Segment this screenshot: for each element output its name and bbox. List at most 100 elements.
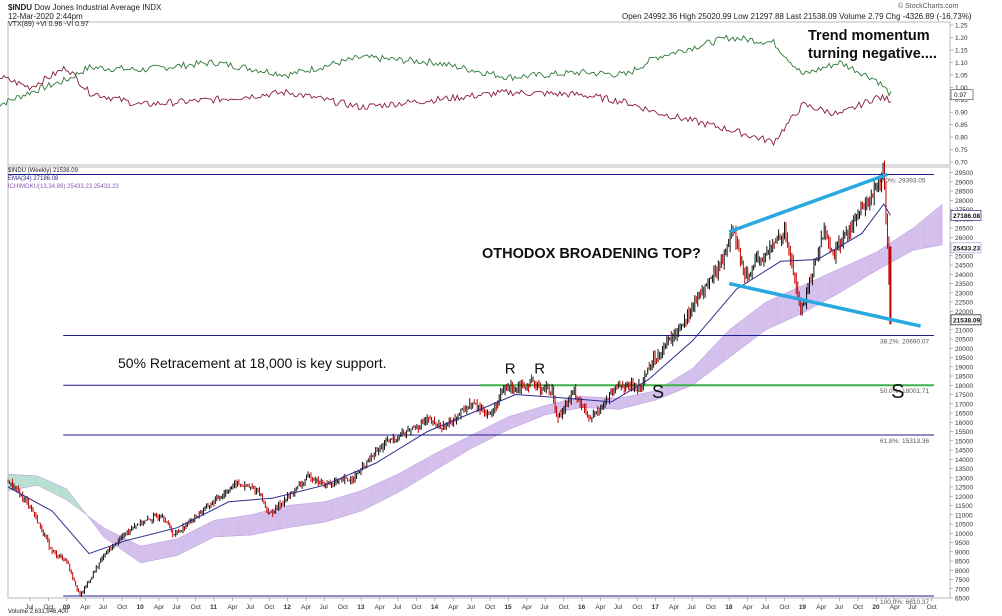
ichimoku-cloud-segment — [201, 525, 205, 544]
ichimoku-cloud-segment — [631, 395, 635, 407]
ichimoku-legend: ICHIMOKU(13,34,89) 25433.23 25433.23 — [8, 184, 119, 190]
ichimoku-cloud-segment — [191, 529, 195, 549]
price-ytick-label: 8500 — [955, 559, 970, 566]
ichimoku-cloud-segment — [179, 536, 183, 555]
price-ytick-label: 24500 — [955, 263, 973, 270]
vortex-ytick-label: 0.75 — [955, 147, 968, 154]
ichimoku-cloud-segment — [304, 503, 308, 526]
ichimoku-cloud-segment — [437, 450, 442, 469]
vortex-last-box — [950, 89, 974, 101]
ichimoku-cloud-segment — [26, 475, 30, 488]
ichimoku-cloud-segment — [899, 235, 903, 259]
ichimoku-cloud-segment — [409, 465, 413, 486]
retracement-annotation: 50% Retracement at 18,000 is key support… — [118, 355, 387, 371]
ichimoku-cloud-segment — [61, 486, 65, 499]
vortex-ytick-label: 1.15 — [955, 47, 968, 54]
ichimoku-cloud-segment — [649, 391, 653, 402]
ichimoku-cloud-segment — [269, 509, 273, 532]
ichimoku-cloud-segment — [637, 393, 641, 405]
ichimoku-cloud-segment — [537, 407, 541, 418]
price-ytick-label: 8000 — [955, 568, 970, 575]
vortex-indicator-panel: 0.70 0.75 0.80 0.85 0.90 0.95 1.00 1.05 1.10 1.15… — [0, 21, 974, 167]
ichimoku-cloud-segment — [624, 396, 628, 408]
ichimoku-cloud-segment — [880, 247, 884, 269]
ichimoku-cloud-segment — [92, 519, 96, 526]
ichimoku-cloud-segment — [36, 475, 40, 486]
ichimoku-cloud-segment — [170, 539, 174, 557]
ichimoku-cloud-segment — [472, 433, 476, 448]
ichimoku-cloud-segment — [154, 542, 158, 560]
price-panel: 6500 7000 7500 8000 8500 9000 9500 10000 10500 11… — [7, 160, 982, 606]
x-tick-label: Oct — [264, 604, 274, 611]
ichimoku-cloud-segment — [487, 425, 491, 441]
x-tick-label: 18 — [725, 604, 733, 611]
ichimoku-cloud-segment — [593, 397, 597, 409]
price-ytick-label: 10500 — [955, 522, 973, 529]
ichimoku-cloud-segment — [883, 245, 887, 267]
ichimoku-cloud-segment — [422, 458, 426, 478]
ichimoku-cloud-segment — [908, 229, 912, 253]
ichimoku-cloud-segment — [824, 274, 828, 302]
x-tick-label: Apr — [890, 604, 901, 611]
vortex-ytick-label: 0.80 — [955, 135, 968, 142]
x-tick-label: Oct — [191, 604, 201, 611]
ichimoku-cloud-segment — [774, 296, 778, 326]
ichimoku-cloud-segment — [833, 270, 837, 297]
ichimoku-cloud-segment — [263, 510, 267, 533]
x-tick-label: Jul — [99, 604, 108, 611]
vi-minus-line — [0, 65, 892, 147]
x-tick-label: Jul — [467, 604, 476, 611]
ichimoku-cloud-segment — [307, 503, 311, 525]
ichimoku-cloud-segment — [20, 474, 24, 489]
ichimoku-cloud-segment — [194, 528, 198, 547]
x-tick-label: 16 — [578, 604, 586, 611]
price-ytick-label: 22000 — [955, 309, 973, 316]
ichimoku-cloud-segment — [755, 307, 759, 338]
ichimoku-cloud-segment — [328, 499, 332, 521]
ichimoku-cloud-segment — [615, 398, 619, 410]
x-tick-label: 09 — [63, 604, 71, 611]
vortex-last-label: 0.97 — [954, 92, 967, 99]
annotation-r1: R — [505, 360, 516, 377]
x-tick-label: Oct — [927, 604, 937, 611]
x-tick-label: Jul — [761, 604, 770, 611]
symbol-label: $INDU — [8, 3, 33, 12]
ichimoku-cloud-segment — [920, 219, 924, 249]
x-axis: Jul Oct 09 Apr Jul Oct 10 Apr Jul Oct 11 Apr Jul Oct 1… — [25, 598, 937, 611]
ichimoku-cloud-segment — [151, 543, 155, 561]
ichimoku-cloud-segment — [462, 438, 466, 454]
ichimoku-cloud-segment — [677, 375, 681, 392]
price-ytick-label: 18000 — [955, 383, 973, 390]
ichimoku-cloud-segment — [453, 442, 457, 460]
ichimoku-cloud-segment — [478, 430, 482, 445]
ichimoku-cloud-segment — [531, 408, 535, 421]
ichimoku-cloud-segment — [740, 319, 744, 350]
ichimoku-cloud-segment — [793, 288, 797, 318]
x-tick-label: Apr — [154, 604, 165, 611]
ichimoku-cloud-segment — [743, 316, 747, 347]
price-ytick-label: 22500 — [955, 300, 973, 307]
ichimoku-cloud-segment — [871, 253, 875, 274]
price-ytick-label: 25000 — [955, 253, 973, 260]
price-ytick-label: 10000 — [955, 531, 973, 538]
ichimoku-cloud-segment — [173, 539, 177, 557]
x-tick-label: Apr — [227, 604, 238, 611]
ichimoku-cloud-segment — [512, 414, 516, 428]
volume-legend: Volume 2,631,946,400 — [8, 609, 69, 615]
price-ytick-label: 9000 — [955, 549, 970, 556]
ichimoku-cloud-segment — [325, 500, 329, 522]
ichimoku-cloud-segment — [350, 493, 354, 515]
ichimoku-cloud-segment — [353, 492, 357, 514]
ichimoku-cloud-segment — [54, 483, 58, 496]
price-ytick-label: 19000 — [955, 364, 973, 371]
vortex-ytick-label: 0.90 — [955, 110, 968, 117]
ichimoku-cloud-segment — [79, 505, 83, 512]
ichimoku-cloud-segment — [322, 501, 326, 523]
x-tick-label: Jul — [687, 604, 696, 611]
ichimoku-cloud-segment — [447, 445, 451, 463]
ichimoku-cloud-segment — [341, 495, 345, 518]
ichimoku-cloud-segment — [275, 507, 279, 531]
ichimoku-cloud-segment — [609, 397, 613, 409]
ichimoku-cloud-segment — [656, 388, 660, 400]
